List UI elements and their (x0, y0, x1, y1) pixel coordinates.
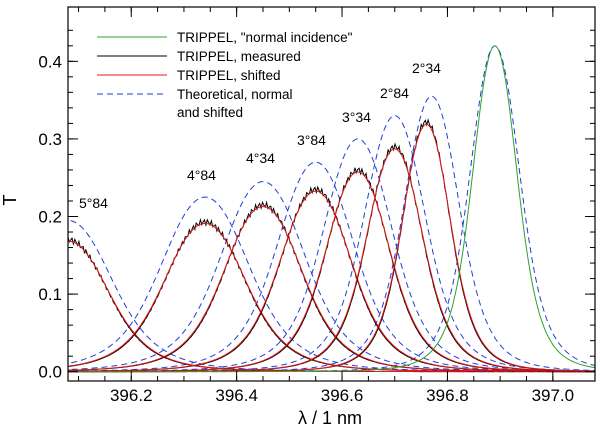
shifted-curve-1 (68, 222, 595, 373)
y-tick-label-3: 0.3 (38, 130, 62, 149)
normal-incidence-curve (68, 45, 595, 373)
annotation-3-84: 3°84 (297, 132, 326, 148)
x-tick-label-1: 396.4 (215, 386, 258, 405)
legend-label-theoretical-line2: and shifted (177, 105, 243, 120)
annotation-2-84: 2°84 (380, 85, 409, 101)
annotation-3-34: 3°34 (342, 109, 371, 125)
angle-annotations: 5°84 4°84 4°34 3°84 3°34 2°84 2°34 (79, 60, 441, 211)
y-tick-label-1: 0.1 (38, 285, 62, 304)
theoretical-curve-5 (68, 115, 595, 373)
shifted-curve-5 (68, 148, 595, 373)
measured-curve-5 (68, 142, 595, 373)
x-tick-label-4: 397.0 (532, 386, 575, 405)
plot-frame (67, 6, 596, 382)
curve-group (68, 45, 595, 373)
legend: TRIPPEL, "normal incidence" TRIPPEL, mea… (97, 30, 353, 120)
ticks-layer: 396.2 396.4 396.6 396.8 397.0 0.0 0.1 0.2 0.3 0.4 (38, 7, 595, 405)
annotation-4-34: 4°34 (246, 150, 275, 166)
legend-label-theoretical: Theoretical, normal (177, 87, 293, 102)
theoretical-curve-normal (68, 45, 595, 373)
measured-curve-1 (68, 217, 595, 373)
theoretical-curve-4 (68, 138, 595, 372)
x-tick-label-0: 396.2 (110, 386, 153, 405)
measured-curve-0 (68, 235, 595, 373)
y-tick-label-0: 0.0 (38, 363, 62, 382)
y-tick-label-2: 0.2 (38, 208, 62, 227)
annotation-2-34: 2°34 (412, 60, 441, 76)
theoretical-curve-0 (68, 219, 595, 373)
measured-curve-6 (68, 118, 595, 373)
measured-curve-2 (68, 200, 595, 372)
annotation-5-84: 5°84 (79, 195, 108, 211)
shifted-curve-2 (68, 205, 595, 372)
annotation-4-84: 4°84 (187, 167, 216, 183)
legend-label-shifted: TRIPPEL, shifted (177, 68, 281, 83)
theoretical-curve-1 (68, 196, 595, 372)
y-tick-label-4: 0.4 (38, 52, 62, 71)
x-tick-label-3: 396.8 (426, 386, 469, 405)
legend-label-normal: TRIPPEL, "normal incidence" (177, 30, 353, 45)
y-axis-label: T (0, 195, 20, 206)
legend-label-measured: TRIPPEL, measured (177, 49, 301, 64)
x-tick-label-2: 396.6 (321, 386, 364, 405)
x-axis-label: λ / 1 nm (298, 408, 362, 428)
curves-layer (68, 45, 595, 373)
